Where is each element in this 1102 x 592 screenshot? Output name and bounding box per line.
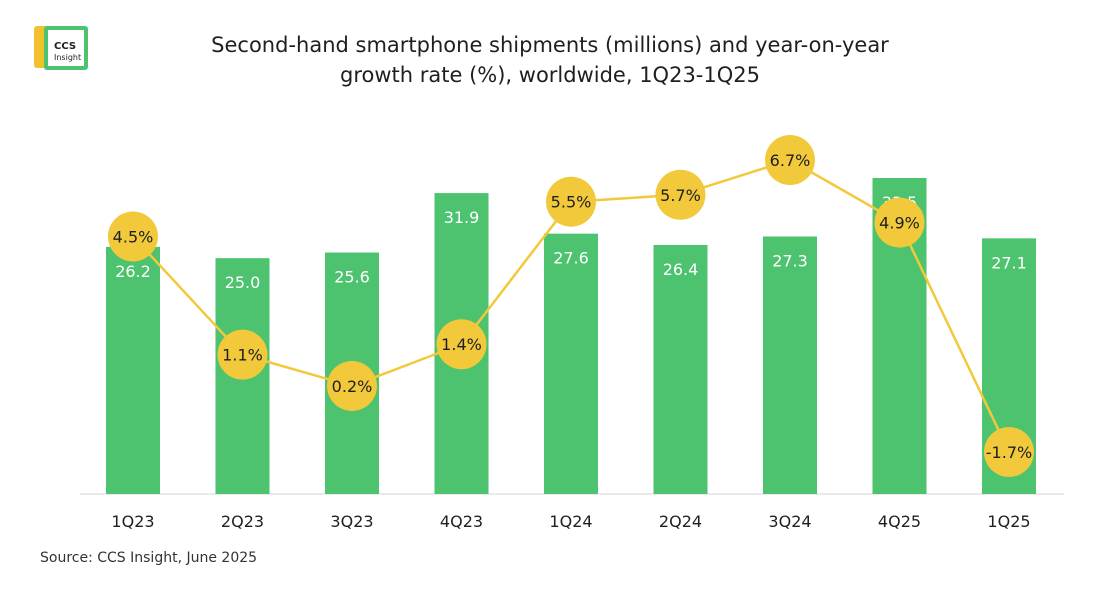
growth-label-2Q24: 5.7% xyxy=(660,186,701,205)
growth-marker-2Q24 xyxy=(655,169,706,220)
growth-label-4Q25: 4.9% xyxy=(879,214,920,233)
growth-label-1Q24: 5.5% xyxy=(551,193,592,212)
x-tick-label-4Q25: 4Q25 xyxy=(878,512,921,531)
bar-3Q24 xyxy=(763,236,817,494)
bar-2Q24 xyxy=(653,244,708,494)
growth-label-1Q25: -1.7% xyxy=(986,443,1032,462)
bar-value-label-1Q24: 27.6 xyxy=(553,249,589,268)
growth-label-3Q24: 6.7% xyxy=(770,151,811,170)
bar-value-label-3Q24: 27.3 xyxy=(772,251,808,270)
growth-label-1Q23: 4.5% xyxy=(113,227,154,246)
growth-label-4Q23: 1.4% xyxy=(441,335,482,354)
growth-marker-1Q25 xyxy=(984,427,1034,477)
x-tick-label-4Q23: 4Q23 xyxy=(440,512,483,531)
growth-marker-1Q23 xyxy=(108,211,158,262)
bar-value-label-1Q23: 26.2 xyxy=(115,262,151,281)
growth-marker-1Q24 xyxy=(546,176,596,227)
bar-1Q24 xyxy=(544,233,598,494)
x-tick-label-1Q25: 1Q25 xyxy=(987,512,1030,531)
chart-title: Second-hand smartphone shipments (millio… xyxy=(160,30,940,90)
x-tick-label-1Q23: 1Q23 xyxy=(111,512,154,531)
bar-value-label-1Q25: 27.1 xyxy=(991,253,1027,272)
chart-title-line-1: Second-hand smartphone shipments (millio… xyxy=(211,33,889,57)
x-tick-label-1Q24: 1Q24 xyxy=(549,512,592,531)
logo-front-square: CCS Insight xyxy=(44,26,88,70)
growth-marker-4Q23 xyxy=(436,319,487,370)
growth-label-2Q23: 1.1% xyxy=(222,346,263,365)
growth-marker-3Q24 xyxy=(765,135,815,185)
bar-value-label-2Q23: 25.0 xyxy=(225,273,261,292)
growth-marker-2Q23 xyxy=(217,329,268,380)
bar-1Q23 xyxy=(106,246,160,494)
x-tick-label-2Q23: 2Q23 xyxy=(221,512,264,531)
x-tick-label-3Q23: 3Q23 xyxy=(330,512,373,531)
logo-text-ccs: CCS xyxy=(54,41,77,52)
bar-value-label-4Q23: 31.9 xyxy=(444,208,480,227)
chart-title-line-2: growth rate (%), worldwide, 1Q23-1Q25 xyxy=(340,63,760,87)
growth-label-3Q23: 0.2% xyxy=(332,377,373,396)
x-tick-label-2Q24: 2Q24 xyxy=(659,512,702,531)
bar-value-label-3Q23: 25.6 xyxy=(334,268,370,287)
growth-marker-4Q25 xyxy=(874,197,925,248)
growth-marker-3Q23 xyxy=(327,360,377,411)
bar-value-label-2Q24: 26.4 xyxy=(663,260,699,279)
x-tick-label-3Q24: 3Q24 xyxy=(768,512,811,531)
logo-text-insight: Insight xyxy=(54,53,82,62)
source-note: Source: CCS Insight, June 2025 xyxy=(40,550,258,566)
ccs-insight-logo: CCS Insight xyxy=(34,26,88,80)
